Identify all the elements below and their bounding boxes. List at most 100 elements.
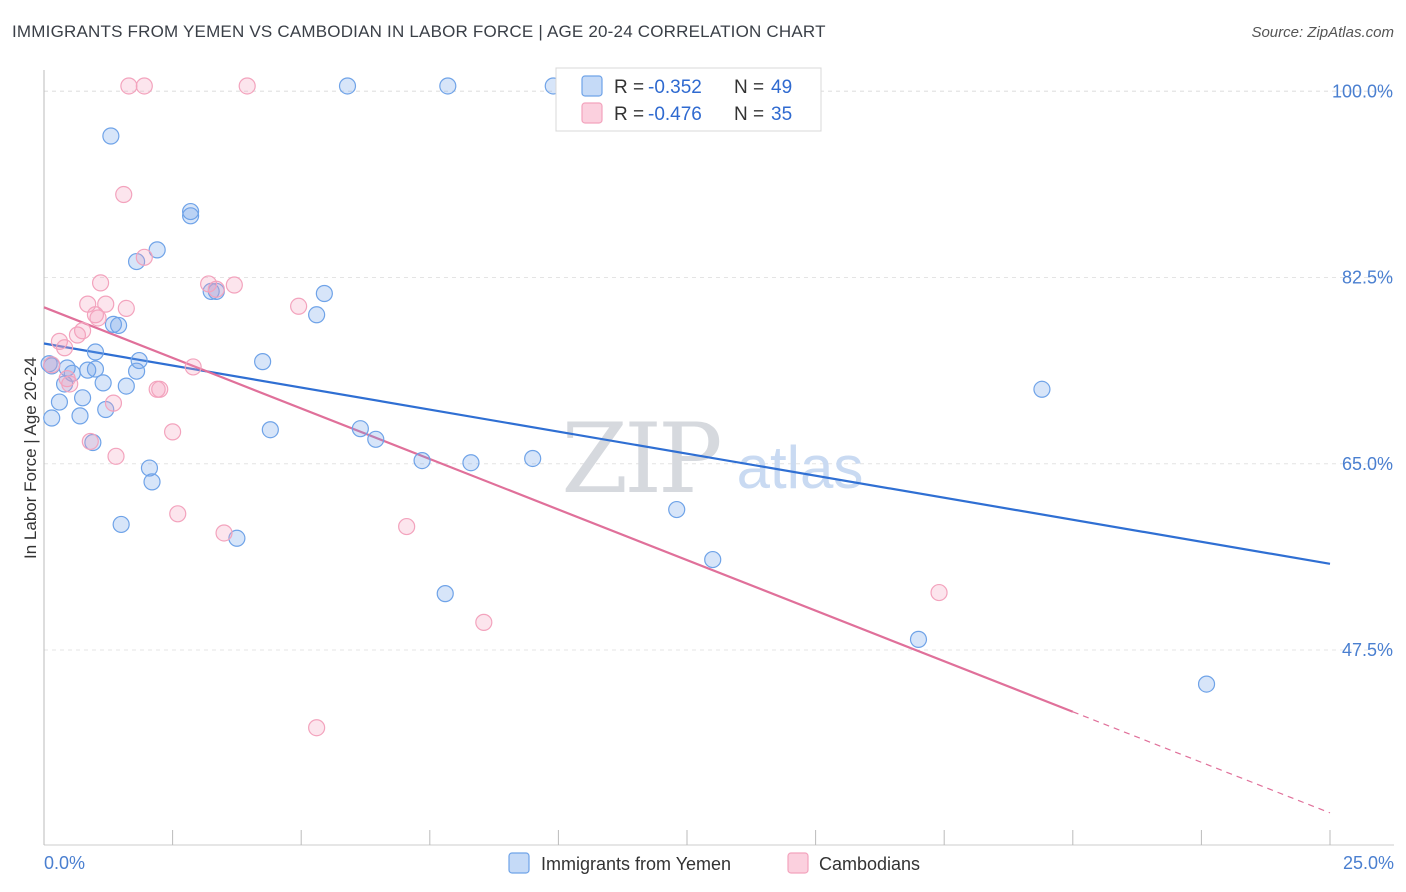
point-cambodians: [89, 309, 107, 327]
chart-source: Source: ZipAtlas.com: [1251, 24, 1394, 41]
point-cambodians: [55, 339, 74, 357]
point-cambodians: [238, 77, 256, 95]
y-tick-label: 100.0%: [1332, 81, 1393, 101]
point-cambodians: [184, 358, 202, 376]
point-yemen: [71, 407, 89, 425]
stats-legend: R = -0.352 N = 49 R = -0.476 N = 35: [555, 67, 822, 132]
point-cambodians: [169, 505, 187, 523]
y-tick-label: 65.0%: [1342, 454, 1393, 474]
point-cambodians: [398, 517, 416, 536]
point-yemen: [104, 315, 123, 333]
point-cambodians: [115, 185, 133, 204]
x-tick-label-max: 25.0%: [1343, 853, 1394, 873]
point-yemen: [94, 374, 112, 392]
point-yemen: [704, 550, 722, 569]
point-yemen: [436, 585, 454, 603]
point-yemen: [182, 207, 200, 225]
legend-n-value-cambodians: 35: [771, 104, 792, 125]
point-yemen: [127, 362, 146, 380]
watermark-zip: ZIP: [561, 403, 720, 515]
point-yemen: [102, 127, 120, 145]
watermark-atlas: atlas: [737, 434, 864, 501]
point-yemen: [50, 393, 69, 411]
point-yemen: [315, 284, 333, 303]
point-cambodians: [81, 432, 99, 451]
point-yemen: [367, 430, 385, 448]
point-yemen: [143, 473, 161, 491]
point-cambodians: [61, 375, 79, 393]
legend-swatch-yemen: [581, 75, 603, 97]
legend-r-label-cambodians: R =: [614, 104, 644, 125]
point-cambodians: [86, 306, 105, 324]
point-cambodians: [475, 613, 493, 631]
point-yemen: [1033, 380, 1051, 398]
point-yemen: [228, 529, 246, 547]
point-cambodians: [930, 583, 948, 602]
point-cambodians: [117, 299, 135, 317]
point-cambodians: [164, 423, 182, 441]
point-yemen: [254, 353, 272, 371]
series-legend-label-yemen: Immigrants from Yemen: [541, 854, 731, 874]
point-yemen: [112, 515, 130, 534]
legend-r-value-yemen: -0.352: [648, 77, 702, 98]
trend-line-cambodians-extension: [1072, 711, 1331, 814]
point-yemen: [148, 241, 166, 259]
point-cambodians: [43, 356, 61, 374]
trend-line-cambodians: [43, 306, 1074, 713]
legend-n-label-cambodians: N =: [734, 104, 764, 125]
point-yemen: [338, 77, 357, 95]
series-legend-swatch-yemen: [508, 852, 530, 874]
point-cambodians: [135, 77, 153, 95]
trend-line-yemen: [43, 342, 1331, 565]
axes: [43, 70, 1394, 846]
y-tick-labels: 47.5% 65.0% 82.5% 100.0%: [1332, 81, 1393, 660]
point-yemen: [117, 377, 135, 395]
trend-lines: [43, 306, 1331, 814]
legend-r-label-yemen: R =: [614, 77, 644, 98]
point-cambodians: [151, 380, 169, 398]
point-yemen: [1197, 675, 1216, 693]
point-cambodians: [215, 524, 233, 542]
point-yemen: [43, 409, 61, 427]
point-cambodians: [107, 447, 125, 465]
x-tick-labels: 0.0% 25.0%: [44, 853, 1394, 873]
point-yemen: [668, 500, 686, 519]
point-cambodians: [308, 719, 326, 737]
series-legend-swatch-cambodians: [787, 852, 809, 874]
y-tick-label: 47.5%: [1342, 640, 1393, 660]
point-cambodians: [91, 274, 110, 292]
point-yemen: [182, 202, 200, 221]
chart-title: IMMIGRANTS FROM YEMEN VS CAMBODIAN IN LA…: [12, 22, 826, 41]
watermark: ZIP atlas: [561, 403, 863, 515]
point-cambodians: [97, 295, 115, 313]
y-tick-label: 82.5%: [1342, 268, 1393, 288]
data-points: [40, 77, 1216, 737]
y-axis-label: In Labor Force | Age 20-24: [21, 357, 40, 559]
legend-n-label-yemen: N =: [734, 77, 764, 98]
point-yemen: [86, 343, 105, 361]
point-yemen: [86, 360, 105, 378]
legend-r-value-cambodians: -0.476: [648, 104, 702, 125]
point-yemen: [909, 630, 928, 648]
point-yemen: [439, 77, 457, 95]
x-tick-label-min: 0.0%: [44, 853, 85, 873]
point-yemen: [524, 449, 542, 468]
point-cambodians: [104, 394, 123, 412]
point-yemen: [308, 306, 326, 324]
point-yemen: [261, 421, 279, 439]
point-cambodians: [290, 297, 308, 315]
series-legend-label-cambodians: Cambodians: [819, 854, 920, 874]
point-yemen: [109, 316, 128, 335]
point-cambodians: [225, 276, 243, 294]
point-yemen: [130, 351, 148, 370]
point-cambodians: [207, 280, 225, 298]
point-yemen: [73, 389, 92, 407]
point-cambodians: [73, 322, 92, 340]
point-yemen: [351, 420, 369, 438]
point-yemen: [462, 454, 480, 472]
series-legend: Immigrants from Yemen Cambodians: [508, 852, 920, 874]
legend-swatch-cambodians: [581, 102, 603, 124]
point-yemen: [413, 451, 431, 470]
legend-n-value-yemen: 49: [771, 77, 792, 98]
